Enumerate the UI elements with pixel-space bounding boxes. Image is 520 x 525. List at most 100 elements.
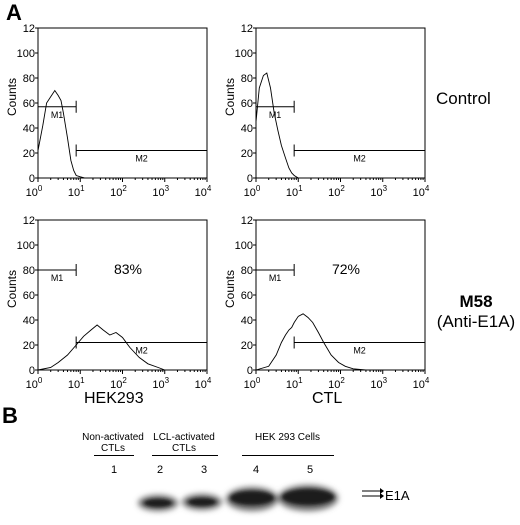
y-tick-label: 20 (23, 148, 35, 160)
col-label-hek293: HEK293 (84, 390, 144, 407)
gate-marker-label: M2 (353, 154, 366, 164)
blot-lane-number: 5 (306, 464, 314, 476)
y-tick-label: 40 (241, 123, 253, 135)
blot-group-line2: CTLs (101, 443, 125, 454)
row-label-m58: M58 (Anti-E1A) (434, 292, 518, 332)
histogram-ctl-m58: 0 20 40 60 80 100 12 Counts 100 101 102 103 104 M1 M2 7… (222, 210, 432, 392)
y-tick-label: 100 (17, 240, 35, 252)
histogram-ctl-control: 0 20 40 60 80 100 12 Counts 100 101 102 103 104 M1 M2 (222, 18, 432, 200)
panel-a-label: A (6, 0, 22, 25)
percent-label: 83% (114, 261, 142, 277)
plot-frame (37, 27, 208, 179)
blot-group-header: Non-activated CTLs (78, 432, 148, 454)
y-axis-title: Counts (5, 78, 19, 116)
x-tick-label: 101 (286, 184, 303, 199)
x-tick-label: 101 (286, 376, 303, 391)
x-tick-exponent: 4 (425, 376, 430, 385)
x-tick-label: 104 (195, 184, 212, 199)
x-tick-exponent: 1 (298, 376, 303, 385)
x-tick-exponent: 2 (122, 184, 127, 193)
gate-marker-label: M2 (135, 154, 148, 164)
y-tick-label: 0 (247, 365, 253, 377)
x-tick-exponent: 1 (298, 184, 303, 193)
x-tick-label: 101 (68, 376, 85, 391)
x-tick-label: 104 (413, 376, 430, 391)
y-tick-label: 0 (247, 173, 253, 185)
x-tick-label: 100 (26, 184, 43, 199)
x-tick-exponent: 4 (425, 184, 430, 193)
y-axis-title: Counts (223, 270, 237, 308)
col-label-ctl: CTL (312, 390, 343, 407)
x-tick-label: 103 (370, 376, 387, 391)
blot-group-header: HEK 293 Cells (240, 432, 335, 443)
histogram-trace (255, 72, 299, 179)
x-tick-exponent: 3 (383, 184, 388, 193)
histogram-trace (255, 313, 366, 371)
x-tick-label: 101 (68, 184, 85, 199)
x-tick-exponent: 3 (383, 376, 388, 385)
gate-marker-label: M2 (135, 346, 148, 356)
x-tick-label: 103 (152, 184, 169, 199)
histogram-trace (37, 89, 86, 179)
blot-underline-3 (242, 455, 334, 456)
panel-b-label: B (2, 403, 18, 428)
blot-group-line1: Non-activated (82, 432, 144, 443)
y-tick-label: 12 (241, 23, 253, 35)
y-axis-title: Counts (5, 270, 19, 308)
gate-marker-label: M1 (51, 273, 64, 283)
blot-group-header: LCL-activated CTLs (150, 432, 218, 454)
x-tick-exponent: 1 (80, 376, 85, 385)
y-tick-label: 60 (23, 98, 35, 110)
x-tick-label: 103 (152, 376, 169, 391)
x-tick-exponent: 2 (340, 376, 345, 385)
y-tick-label: 60 (241, 98, 253, 110)
blot-lane-number: 4 (252, 464, 260, 476)
y-tick-label: 100 (235, 48, 253, 60)
x-tick-exponent: 3 (165, 184, 170, 193)
gate-marker-label: M1 (269, 273, 282, 283)
y-tick-label: 80 (23, 265, 35, 277)
x-tick-exponent: 4 (207, 184, 212, 193)
plot-frame (255, 27, 426, 179)
y-tick-label: 40 (23, 315, 35, 327)
row-label-m58-name: M58 (459, 292, 493, 311)
y-tick-label: 12 (241, 215, 253, 227)
gate-marker-label: M1 (51, 110, 64, 120)
blot-group-line2: CTLs (172, 443, 196, 454)
x-tick-exponent: 0 (38, 376, 43, 385)
x-tick-label: 102 (110, 184, 127, 199)
x-tick-exponent: 0 (256, 184, 261, 193)
gate-marker-label: M1 (269, 110, 282, 120)
x-tick-label: 103 (370, 184, 387, 199)
y-tick-label: 20 (241, 340, 253, 352)
x-tick-label: 102 (110, 376, 127, 391)
blot-lane-number: 2 (156, 464, 164, 476)
western-blot-image (130, 474, 370, 520)
blot-lane-number: 3 (200, 464, 208, 476)
y-tick-label: 0 (29, 173, 35, 185)
y-tick-label: 20 (241, 148, 253, 160)
y-tick-label: 60 (23, 290, 35, 302)
e1a-band-label: E1A (385, 488, 410, 503)
y-tick-label: 12 (23, 215, 35, 227)
x-tick-exponent: 2 (340, 184, 345, 193)
y-tick-label: 12 (23, 23, 35, 35)
histogram-hek293-control: 0 20 40 60 80 100 12 Counts 100 101 102 103 104 M1 M2 (4, 18, 214, 200)
histogram-trace (37, 324, 165, 371)
row-label-m58-sub: (Anti-E1A) (436, 312, 516, 331)
row-label-control: Control (436, 89, 491, 108)
blot-underline-1 (94, 455, 134, 456)
blot-group-line1: HEK 293 Cells (254, 432, 321, 443)
gate-marker-label: M2 (353, 346, 366, 356)
blot-group-line1: LCL-activated (153, 432, 215, 443)
y-tick-label: 60 (241, 290, 253, 302)
x-tick-exponent: 0 (256, 376, 261, 385)
x-tick-label: 104 (413, 184, 430, 199)
y-tick-label: 80 (241, 73, 253, 85)
x-tick-label: 104 (195, 376, 212, 391)
blot-underline-2 (152, 455, 218, 456)
